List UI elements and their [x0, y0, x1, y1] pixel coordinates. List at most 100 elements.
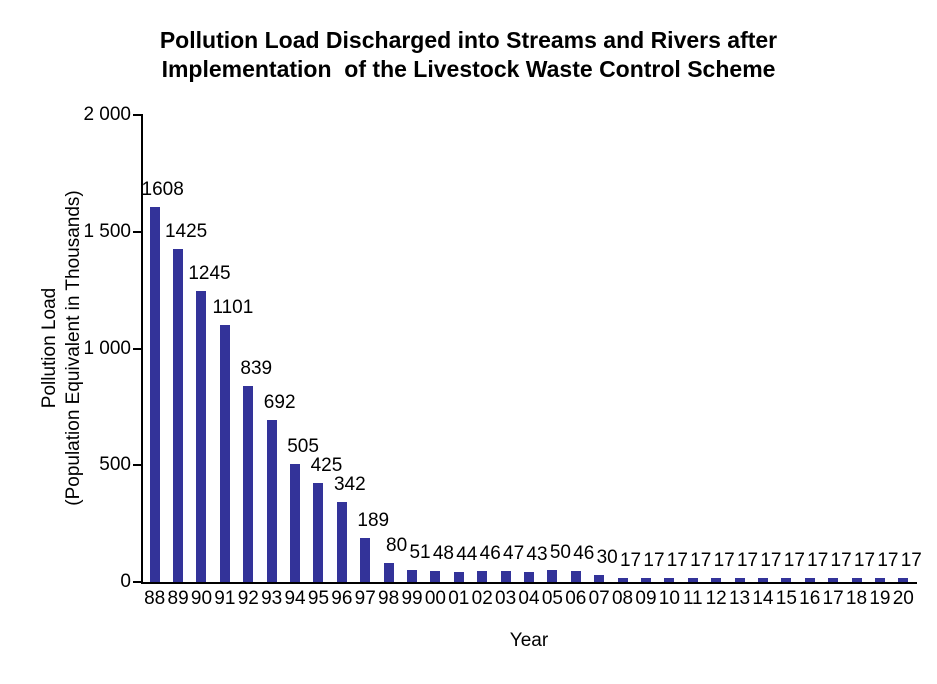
x-tick-label: 89: [167, 588, 189, 609]
bar: [804, 578, 815, 582]
bar-value-label: 425: [310, 455, 343, 477]
x-tick-label: 13: [728, 588, 751, 609]
bar: [664, 578, 675, 582]
bar-value-label: 48: [432, 543, 454, 565]
bar-value-label: 1425: [164, 221, 208, 243]
bar: [524, 572, 534, 582]
bar-value-label: 51: [409, 542, 431, 564]
x-tick-label: 01: [448, 588, 470, 609]
bar: [243, 386, 254, 582]
x-tick-label: 19: [869, 588, 891, 609]
chart-title-line1: Pollution Load Discharged into Streams a…: [159, 27, 778, 53]
bar-value-label: 17: [830, 550, 852, 572]
bar: [313, 483, 324, 582]
chart-title: Pollution Load Discharged into Streams a…: [0, 26, 937, 84]
bar-value-label: 17: [807, 550, 829, 572]
x-tick-label: 93: [261, 588, 283, 609]
bar-value-label: 44: [456, 544, 478, 566]
bar: [570, 571, 581, 582]
bar-value-label: 1245: [188, 263, 231, 285]
x-tick-label: 88: [144, 588, 166, 609]
bar: [219, 325, 230, 582]
y-tick-mark: [133, 114, 141, 116]
bar: [711, 578, 722, 582]
bar: [828, 578, 839, 582]
bar-value-label: 47: [503, 543, 525, 565]
x-tick-label: 09: [635, 588, 657, 609]
bar-value-label: 30: [596, 547, 618, 569]
x-tick-label: 18: [845, 588, 868, 609]
x-tick-label: 96: [331, 588, 353, 609]
bar-value-label: 17: [853, 550, 876, 572]
bar: [196, 291, 207, 582]
x-tick-label: 00: [424, 588, 446, 609]
bar-value-label: 342: [333, 474, 366, 496]
bar-value-label: 43: [526, 544, 548, 566]
bar: [781, 578, 792, 582]
y-tick-label: 2 000: [83, 104, 131, 125]
bar: [336, 502, 347, 582]
x-tick-label: 95: [307, 588, 330, 609]
bar: [149, 207, 160, 582]
bar: [640, 578, 651, 582]
bar: [407, 570, 418, 582]
bar-value-label: 17: [690, 550, 712, 572]
bar-value-label: 189: [357, 510, 390, 532]
bar-value-label: 17: [666, 550, 688, 572]
y-tick-label: 0: [120, 571, 131, 592]
y-tick-mark: [133, 464, 141, 467]
bar-value-label: 17: [783, 550, 805, 572]
bar: [547, 570, 558, 582]
chart-title-line2: Implementation of the Livestock Waste Co…: [161, 56, 776, 82]
bar-value-label: 46: [573, 543, 595, 565]
bar-value-label: 505: [287, 436, 319, 458]
x-tick-label: 02: [471, 588, 493, 609]
bar-value-label: 17: [736, 550, 759, 572]
bar: [430, 571, 441, 582]
x-tick-label: 98: [378, 588, 400, 609]
x-tick-label: 11: [682, 588, 703, 609]
bar-value-label: 46: [479, 543, 501, 565]
bar-value-label: 17: [643, 550, 665, 572]
x-axis-title: Year: [509, 630, 549, 651]
bar: [383, 563, 394, 582]
y-tick-label: 500: [99, 454, 131, 476]
x-tick-label: 06: [565, 588, 587, 609]
y-tick-label: 1 500: [83, 220, 131, 242]
x-tick-label: 91: [214, 588, 236, 609]
x-tick-label: 14: [752, 588, 774, 609]
x-tick-label: 94: [284, 588, 306, 609]
bar-value-label: 17: [760, 550, 782, 572]
bar: [617, 578, 628, 582]
x-tick-label: 08: [611, 588, 634, 609]
bar: [594, 575, 605, 582]
bar-value-label: 17: [713, 550, 735, 572]
bar: [687, 578, 698, 582]
bar-value-label: 17: [900, 550, 922, 572]
bar-value-label: 17: [877, 550, 899, 572]
x-tick-label: 04: [518, 588, 540, 609]
bar: [734, 578, 745, 582]
x-tick-label: 97: [354, 588, 376, 609]
bar-value-label: 1101: [212, 297, 254, 319]
bar: [757, 578, 768, 582]
x-tick-label: 99: [401, 588, 423, 609]
y-tick-mark: [133, 347, 141, 350]
bar-value-label: 50: [549, 542, 571, 564]
x-tick-label: 05: [541, 588, 563, 609]
x-tick-label: 15: [775, 588, 797, 609]
x-tick-label: 92: [237, 588, 259, 609]
bar: [874, 578, 885, 582]
y-tick-mark: [133, 230, 141, 233]
bar: [453, 572, 464, 582]
x-tick-label: 16: [799, 588, 821, 609]
bar: [500, 571, 511, 582]
bar: [266, 420, 277, 582]
x-tick-label: 03: [495, 588, 517, 609]
bar: [477, 571, 488, 582]
bar-value-label: 692: [263, 392, 296, 414]
bar: [898, 578, 909, 582]
bar: [851, 578, 862, 582]
bar-value-label: 80: [386, 535, 408, 557]
